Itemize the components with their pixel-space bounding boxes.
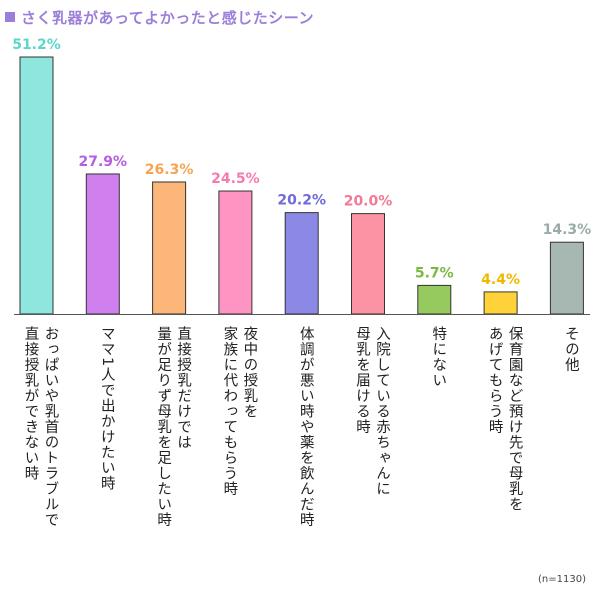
title-bullet-icon [5, 12, 15, 22]
bar-9 [549, 241, 584, 315]
bar-5 [284, 212, 319, 315]
bar-1 [19, 56, 54, 315]
sample-size-note: (n=1130) [538, 574, 586, 585]
category-label-5: 体調が悪い時や薬を飲んだ時 [297, 326, 314, 528]
category-label-8: 保育園など預け先で母乳を あげてもらう時 [486, 326, 523, 512]
category-label-2: ママ1人で出かけたい時 [98, 326, 115, 492]
chart-title: さく乳器があってよかったと感じたシーン [5, 6, 314, 28]
value-label-5: 20.2% [277, 193, 326, 209]
category-label-1: おっぱいや乳首のトラブルで 直接授乳ができない時 [22, 326, 59, 528]
value-label-4: 24.5% [211, 171, 260, 187]
bar-2 [85, 173, 120, 315]
bar-6 [351, 213, 385, 315]
bar-3 [152, 181, 187, 315]
value-label-8: 4.4% [481, 272, 520, 288]
value-label-1: 51.2% [12, 37, 61, 53]
category-label-9: その他 [562, 326, 579, 373]
value-label-7: 5.7% [415, 265, 454, 281]
chart-title-text: さく乳器があってよかったと感じたシーン [21, 8, 315, 27]
category-label-7: 特にない [430, 326, 447, 388]
value-label-2: 27.9% [79, 154, 128, 170]
value-label-3: 26.3% [145, 162, 194, 178]
value-label-9: 14.3% [543, 222, 592, 238]
category-label-4: 夜中の授乳を 家族に代わってもらう時 [221, 326, 258, 497]
value-label-6: 20.0% [344, 194, 393, 210]
bar-4 [218, 190, 253, 315]
bar-8 [483, 291, 518, 315]
category-label-6: 入院している赤ちゃんに 母乳を届ける時 [354, 326, 390, 497]
bar-7 [417, 284, 452, 315]
category-label-3: 直接授乳だけでは 量が足りず母乳を足したい時 [155, 326, 192, 528]
